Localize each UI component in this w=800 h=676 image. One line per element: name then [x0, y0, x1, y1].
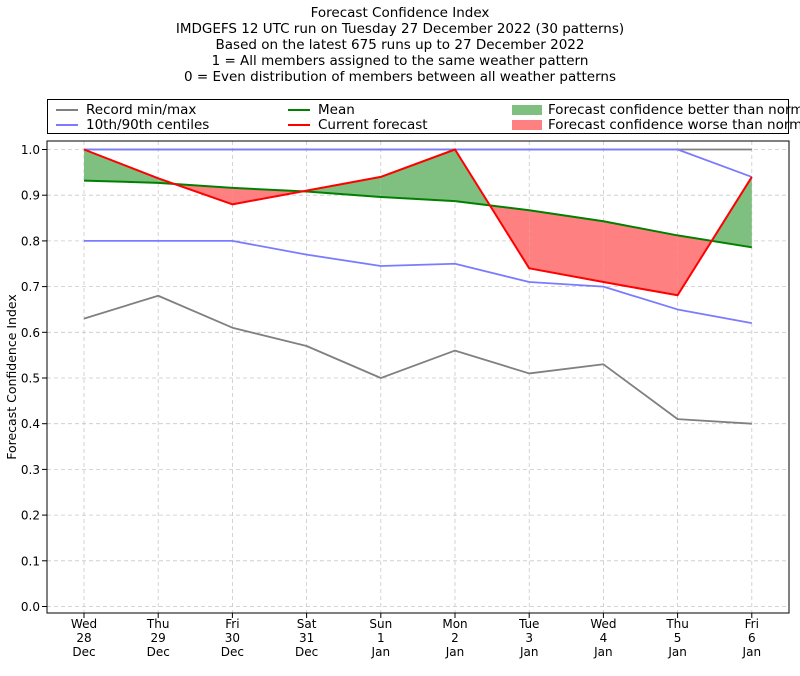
x-tick-label-8-line-0: Thu — [665, 617, 689, 631]
legend-item-record: Record min/max — [56, 102, 196, 118]
y-tick-label-7: 0.7 — [21, 280, 40, 294]
legend-label-worse: Forecast confidence worse than normal — [548, 117, 800, 133]
legend-swatch-centiles — [56, 124, 78, 126]
legend-label-current: Current forecast — [318, 117, 428, 133]
x-tick-label-0-line-2: Dec — [72, 645, 95, 659]
chart-legend: Record min/max Mean Forecast confidence … — [47, 99, 800, 134]
x-tick-label-9-line-2: Jan — [742, 645, 762, 659]
legend-label-record: Record min/max — [86, 102, 197, 118]
x-tick-label-4-line-2: Jan — [371, 645, 391, 659]
legend-swatch-record — [56, 109, 78, 111]
legend-label-centiles: 10th/90th centiles — [86, 117, 210, 133]
x-tick-label-4-line-0: Sun — [369, 617, 392, 631]
x-tick-label-3-line-0: Sat — [297, 617, 317, 631]
legend-item-mean: Mean — [288, 102, 355, 118]
x-tick-label-7-line-1: 4 — [600, 631, 608, 645]
legend-swatch-better — [512, 105, 542, 115]
x-tick-label-1-line-1: 29 — [151, 631, 166, 645]
series-lines — [83, 148, 753, 425]
x-tick-label-3-line-2: Dec — [295, 645, 318, 659]
legend-item-worse: Forecast confidence worse than normal — [512, 117, 800, 133]
chart-subtitle-4: 0 = Even distribution of members between… — [183, 69, 617, 85]
x-tick-label-4: Sun 1 Jan — [369, 617, 392, 659]
confidence-fills — [84, 149, 752, 296]
y-axis-label: Forecast Confidence Index — [4, 294, 19, 460]
chart-title: Forecast Confidence Index — [310, 5, 490, 21]
y-tick-label-3: 0.3 — [21, 463, 40, 477]
legend-item-current: Current forecast — [288, 117, 428, 133]
x-tick-label-6-line-0: Tue — [518, 617, 540, 631]
y-tick-label-6: 0.6 — [21, 326, 40, 340]
legend-item-centiles: 10th/90th centiles — [56, 117, 209, 133]
series-line-mean — [83, 179, 752, 249]
fill-better-6 — [380, 149, 455, 202]
x-tick-label-1-line-0: Thu — [146, 617, 170, 631]
plot-frame — [46, 140, 790, 614]
y-axis-ticks: 0.0 0.1 0.2 0.3 0.4 0.5 0.6 0.7 0.8 0.9 1.0 — [21, 143, 47, 614]
fill-worse-9 — [529, 210, 604, 283]
x-tick-label-0-line-0: Wed — [71, 617, 97, 631]
legend-swatch-current — [288, 124, 310, 126]
series-line-p90 — [84, 148, 753, 178]
x-tick-label-8-line-1: 5 — [674, 631, 682, 645]
legend-item-better: Forecast confidence better than normal — [512, 102, 800, 118]
x-tick-label-2-line-0: Fri — [225, 617, 239, 631]
x-tick-label-2: Fri 30 Dec — [221, 617, 244, 659]
y-tick-label-1: 0.1 — [21, 554, 40, 568]
x-tick-label-9: Fri 6 Jan — [742, 617, 762, 659]
chart-subtitle-1: IMDGEFS 12 UTC run on Tuesday 27 Decembe… — [175, 21, 625, 37]
x-tick-label-5-line-2: Jan — [445, 645, 465, 659]
x-tick-label-0-line-1: 28 — [76, 631, 91, 645]
legend-label-better: Forecast confidence better than normal — [548, 102, 800, 118]
x-tick-label-1-line-2: Dec — [147, 645, 170, 659]
legend-swatch-worse — [512, 120, 542, 130]
x-tick-label-5-line-1: 2 — [451, 631, 459, 645]
x-tick-label-6-line-1: 3 — [525, 631, 533, 645]
x-tick-label-7-line-0: Wed — [590, 617, 616, 631]
x-tick-label-3-line-1: 31 — [299, 631, 314, 645]
x-tick-label-5: Mon 2 Jan — [442, 617, 467, 659]
y-tick-label-8: 0.8 — [21, 234, 40, 248]
x-tick-label-2-line-1: 30 — [225, 631, 240, 645]
legend-label-mean: Mean — [318, 102, 355, 118]
chart-title-block: Forecast Confidence Index IMDGEFS 12 UTC… — [0, 5, 800, 85]
x-tick-label-8-line-2: Jan — [667, 645, 687, 659]
x-tick-label-5-line-0: Mon — [442, 617, 467, 631]
fill-worse-10 — [603, 221, 678, 296]
chart-subtitle-3: 1 = All members assigned to the same wea… — [211, 53, 589, 69]
x-tick-label-0: Wed 28 Dec — [71, 617, 97, 659]
x-tick-label-6: Tue 3 Jan — [518, 617, 540, 659]
x-tick-label-7: Wed 4 Jan — [590, 617, 616, 659]
x-tick-label-3: Sat 31 Dec — [295, 617, 318, 659]
y-tick-label-9: 0.9 — [21, 189, 40, 203]
x-tick-label-9-line-0: Fri — [745, 617, 759, 631]
y-tick-label-10: 1.0 — [21, 143, 40, 157]
fill-better-0 — [84, 149, 159, 183]
grid — [47, 141, 789, 613]
y-tick-label-5: 0.5 — [21, 372, 40, 386]
y-tick-label-0: 0.0 — [21, 600, 40, 614]
x-tick-label-6-line-2: Jan — [519, 645, 539, 659]
y-tick-label-4: 0.4 — [21, 417, 40, 431]
legend-swatch-mean — [288, 109, 310, 111]
x-tick-label-9-line-1: 6 — [748, 631, 756, 645]
series-line-p10 — [84, 239, 752, 325]
chart-subtitle-2: Based on the latest 675 runs up to 27 De… — [215, 37, 585, 53]
series-line-current — [83, 148, 753, 297]
series-line-record-min — [83, 294, 752, 425]
x-tick-label-2-line-2: Dec — [221, 645, 244, 659]
x-tick-label-8: Thu 5 Jan — [665, 617, 689, 659]
x-tick-label-1: Thu 29 Dec — [146, 617, 170, 659]
y-tick-label-2: 0.2 — [21, 509, 40, 523]
x-tick-label-7-line-2: Jan — [593, 645, 613, 659]
x-tick-label-4-line-1: 1 — [377, 631, 385, 645]
